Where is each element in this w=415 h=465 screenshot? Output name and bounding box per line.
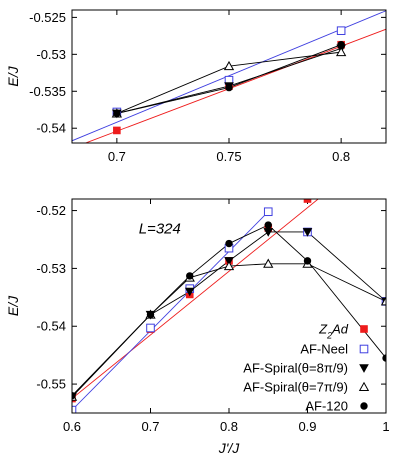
bottom-z2ad-point [303, 199, 312, 203]
top-z2ad-point [113, 126, 121, 135]
top-af120-point [113, 109, 121, 118]
top-neel-point [336, 26, 346, 35]
legend-label-spiral7: AF-Spiral(θ=7π/9) [243, 380, 348, 395]
top-y-tick-label: -0.53 [36, 47, 66, 62]
bottom-af120-point [303, 257, 312, 265]
bottom-af120-point [225, 239, 233, 248]
legend-marker-spiral8 [359, 364, 369, 373]
bottom-neel-point [72, 405, 77, 413]
bottom-plot-area [72, 199, 386, 413]
legend-label-neel: AF-Neel [300, 342, 348, 357]
legend-label-spiral8: AF-Spiral(θ=8π/9) [243, 361, 348, 376]
top-spiral7-point [223, 60, 235, 71]
bottom-x-axis-label: J'/J [218, 440, 241, 456]
bottom-af120-point [72, 391, 76, 400]
bottom-neel-point [146, 323, 155, 333]
bottom-y-axis-label: E/J [5, 295, 21, 316]
bottom-spiral7-point [223, 260, 235, 271]
legend-marker-neel [359, 344, 369, 354]
bottom-af120-point [146, 310, 155, 319]
bottom-spiral7-point [263, 258, 274, 268]
legend-marker-z2ad [360, 325, 368, 333]
top-af120-point [225, 83, 233, 92]
top-panel: 0.7 0.75 0.8 -0.525 -0.53 -0.535 -0.54 E/J [5, 9, 387, 164]
bottom-spiral8-point [184, 287, 195, 297]
bottom-af120-point [186, 272, 194, 280]
bottom-af120-point [382, 354, 386, 362]
top-y-tick-label: -0.525 [29, 10, 66, 25]
bottom-y-tick-label: -0.53 [36, 261, 66, 276]
bottom-x-tick-label: 0.9 [298, 419, 316, 434]
bottom-x-tick-label: 1 [382, 419, 389, 434]
top-af120-point [337, 41, 345, 49]
bottom-y-tick-label: -0.52 [36, 203, 66, 218]
top-y-axis-label: E/J [5, 65, 21, 86]
top-x-tick-label: 0.7 [108, 149, 126, 164]
bottom-z2ad-fit-line [72, 199, 319, 399]
bottom-neel-point [263, 207, 273, 217]
legend-label-af120: AF-120 [305, 399, 348, 414]
top-x-tick-label: 0.8 [332, 149, 350, 164]
bottom-spiral8-point [302, 228, 313, 237]
bottom-af120-point [264, 221, 272, 229]
bottom-plot-frame [71, 198, 387, 414]
bottom-neel-fit-line [72, 211, 269, 411]
bottom-y-tick-label: -0.55 [36, 377, 66, 392]
top-x-tick-label: 0.75 [216, 149, 241, 164]
top-spiral7-point [335, 46, 347, 57]
bottom-spiral7-point [380, 296, 386, 306]
top-plot-area [72, 10, 386, 143]
bottom-x-tick-label: 0.6 [63, 419, 81, 434]
top-y-tick-label: -0.54 [36, 121, 66, 136]
bottom-y-tick-label: -0.54 [36, 319, 66, 334]
bottom-x-tick-label: 0.7 [141, 419, 159, 434]
legend-marker-af120 [360, 402, 368, 410]
bottom-panel: 0.6 0.7 0.8 0.9 1 -0.52 -0.53 -0.54 -0.55 E/J J'/J… [5, 198, 390, 456]
top-plot-frame [71, 9, 387, 144]
top-y-tick-label: -0.535 [29, 84, 66, 99]
legend-label-z2ad: Z2Ad [318, 322, 349, 341]
legend-marker-spiral7 [358, 381, 370, 391]
bottom-x-tick-label: 0.8 [220, 419, 238, 434]
bottom-system-size-annotation: L=324 [139, 221, 181, 238]
top-neel-fit-line [72, 10, 386, 142]
